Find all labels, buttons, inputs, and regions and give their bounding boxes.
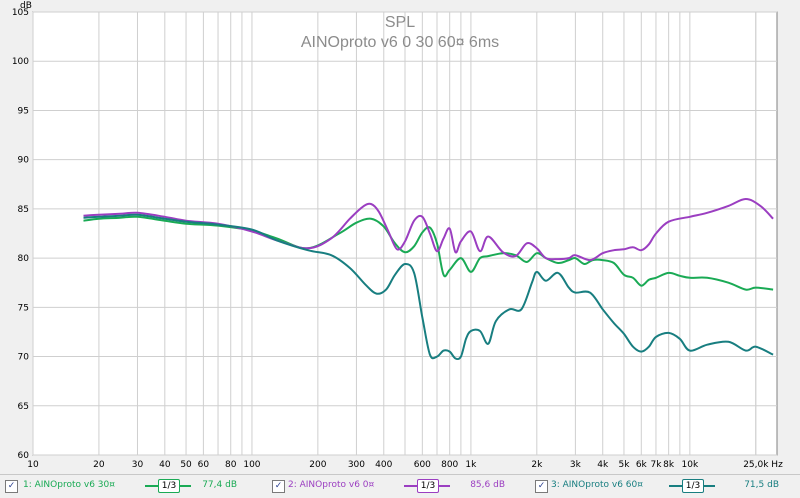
y-tick-label: 95: [18, 106, 29, 116]
legend-bar: ✓ 1: AINOproto v6 30¤ 1/3 77,4 dB ✓ 2: A…: [0, 474, 800, 498]
x-tick-label: 30: [132, 460, 144, 470]
series-2-checkbox[interactable]: ✓: [272, 480, 285, 493]
x-tick-label: 3k: [570, 460, 582, 470]
legend-item-3: ✓ 3: AINOproto v6 60¤ 1/3 71,5 dB: [535, 479, 797, 495]
x-tick-label: 200: [309, 460, 326, 470]
x-tick-label: 10: [27, 460, 39, 470]
y-tick-label: 80: [18, 254, 30, 264]
x-tick-label: 2k: [531, 460, 543, 470]
grid-lines: [32, 11, 777, 456]
series-3-smoothing[interactable]: 1/3: [669, 479, 715, 493]
x-tick-label: 20: [93, 460, 105, 470]
series-lines: [83, 198, 774, 361]
series-3-checkbox[interactable]: ✓: [535, 480, 548, 493]
y-tick-label: 65: [18, 402, 29, 412]
y-tick-label: 70: [18, 353, 30, 363]
x-tick-label: 600: [414, 460, 431, 470]
x-tick-label: 10k: [682, 460, 699, 470]
y-tick-label: 60: [18, 451, 30, 461]
spl-chart: 60 65 70 75 80 85 90 95 100 105 10 20 30 40 50 60 80 100…: [11, 1, 784, 470]
series-3-smoothing-value: 1/3: [682, 479, 704, 493]
x-tick-label: 25,0k Hz: [743, 460, 783, 470]
y-tick-label: 105: [12, 8, 29, 18]
x-tick-label: 6k: [636, 460, 648, 470]
legend-item-2: ✓ 2: AINOproto v6 0¤ 1/3 85,6 dB: [272, 479, 537, 495]
x-tick-label: 8k: [663, 460, 675, 470]
x-tick-label: 7k: [650, 460, 662, 470]
series-3-value: 71,5 dB: [744, 480, 779, 490]
x-tick-label: 1k: [465, 460, 477, 470]
x-tick-label: 60: [198, 460, 210, 470]
series-line-3: [83, 213, 774, 361]
series-line-1: [83, 215, 774, 291]
x-tick-label: 400: [375, 460, 392, 470]
x-axis-ticks: 10 20 30 40 50 60 80 100 200 300 400 600 800 1k 2k 3k 4k…: [27, 460, 783, 470]
chart-title: SPL: [385, 14, 415, 31]
series-2-smoothing-value: 1/3: [417, 479, 439, 493]
x-tick-label: 800: [441, 460, 458, 470]
series-2-value: 85,6 dB: [470, 480, 505, 490]
series-1-checkbox[interactable]: ✓: [5, 480, 18, 493]
x-tick-label: 300: [348, 460, 365, 470]
x-tick-label: 4k: [597, 460, 609, 470]
x-tick-label: 80: [225, 460, 237, 470]
series-1-smoothing-value: 1/3: [158, 479, 180, 493]
x-tick-label: 5k: [618, 460, 630, 470]
x-tick-label: 100: [243, 460, 260, 470]
y-tick-label: 75: [18, 303, 29, 313]
x-tick-label: 50: [180, 460, 192, 470]
y-tick-label: 90: [18, 156, 30, 166]
series-1-label: 1: AINOproto v6 30¤: [23, 480, 115, 490]
y-axis-ticks: 60 65 70 75 80 85 90 95 100 105: [12, 8, 29, 461]
legend-item-1: ✓ 1: AINOproto v6 30¤ 1/3 77,4 dB: [5, 479, 270, 495]
y-tick-label: 85: [18, 205, 29, 215]
series-1-value: 77,4 dB: [202, 480, 237, 490]
series-2-smoothing[interactable]: 1/3: [404, 479, 450, 493]
y-axis-unit: dB: [20, 1, 32, 11]
y-tick-label: 100: [12, 57, 29, 67]
series-1-smoothing[interactable]: 1/3: [145, 479, 191, 493]
chart-subtitle: AINOproto v6 0 30 60¤ 6ms: [301, 34, 499, 51]
x-tick-label: 40: [159, 460, 171, 470]
series-2-label: 2: AINOproto v6 0¤: [288, 480, 375, 490]
series-3-label: 3: AINOproto v6 60¤: [551, 480, 643, 490]
